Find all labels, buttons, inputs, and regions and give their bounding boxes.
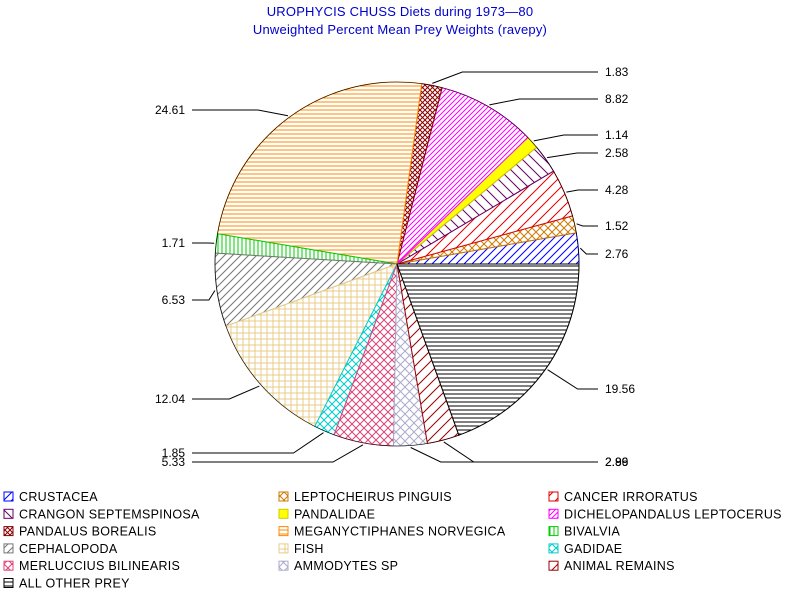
- legend-entry-leptocheirus-pinguis: LEPTOCHEIRUS PINGUIS: [294, 490, 452, 504]
- leader-line-animal-remains: [443, 441, 598, 463]
- legend-swatch-merluccius-bilinearis: [3, 560, 14, 571]
- leader-line-cancer-irroratus: [566, 189, 598, 193]
- legend-swatch-crustacea: [3, 491, 14, 502]
- legend-swatch-animal-remains: [548, 560, 559, 571]
- value-label-crangon-septemspinosa: 2.58: [605, 146, 629, 160]
- legend-entry-animal-remains: ANIMAL REMAINS: [564, 559, 675, 573]
- leader-line-cephalopoda: [192, 290, 216, 301]
- leader-line-ammodytes-sp: [410, 447, 598, 463]
- legend-entry-crustacea: CRUSTACEA: [19, 490, 98, 504]
- legend-entry-all-other-prey: ALL OTHER PREY: [19, 577, 130, 591]
- value-label-ammodytes-sp: 2.99: [605, 455, 629, 469]
- legend-entry-fish: FISH: [294, 542, 324, 556]
- value-label-cephalopoda: 6.53: [162, 293, 186, 307]
- leader-line-merluccius-bilinearis: [192, 444, 364, 463]
- value-label-gadidae: 1.85: [162, 446, 186, 460]
- chart-subtitle: Unweighted Percent Mean Prey Weights (ra…: [252, 22, 548, 37]
- leader-line-dichelopandalus-leptocerus: [489, 98, 598, 106]
- value-label-all-other-prey: 19.56: [605, 382, 635, 396]
- legend-entry-cephalopoda: CEPHALOPODA: [19, 542, 118, 556]
- legend-swatch-pandalidae: [278, 508, 289, 519]
- legend-swatch-fish: [278, 543, 289, 554]
- value-label-pandalus-borealis: 1.83: [605, 65, 629, 79]
- legend-entry-cancer-irroratus: CANCER IRRORATUS: [564, 490, 698, 504]
- value-label-merluccius-bilinearis: 5.33: [162, 455, 186, 469]
- legend-swatch-cancer-irroratus: [548, 491, 559, 502]
- pie-slices: [214, 81, 580, 447]
- value-label-leptocheirus-pinguis: 1.52: [605, 219, 629, 233]
- legend-swatch-meganyctiphanes-norvegica: [278, 526, 289, 537]
- legend-swatch-ammodytes-sp: [278, 560, 289, 571]
- slice-value-labels: 2.76 1.52 4.28 2.58 1.14 8.82 1.83 24.61 1.71 6.5…: [155, 65, 635, 469]
- legend-entry-ammodytes-sp: AMMODYTES SP: [294, 559, 398, 573]
- leader-line-crustacea: [579, 247, 598, 255]
- leader-line-pandalidae: [533, 134, 598, 142]
- legend-swatch-bivalvia: [548, 526, 559, 537]
- legend-swatch-leptocheirus-pinguis: [278, 491, 289, 502]
- value-label-dichelopandalus-leptocerus: 8.82: [605, 92, 629, 106]
- legend-entry-bivalvia: BIVALVIA: [564, 525, 620, 539]
- pie-outline: [214, 81, 580, 447]
- legend-swatch-all-other-prey: [3, 578, 14, 588]
- legend-entry-gadidae: GADIDAE: [564, 542, 622, 556]
- legend-swatch-pandalus-borealis: [3, 526, 14, 537]
- leader-line-gadidae: [192, 432, 324, 454]
- leader-line-meganyctiphanes-norvegica: [192, 109, 289, 117]
- leader-line-leptocheirus-pinguis: [576, 223, 598, 227]
- value-label-meganyctiphanes-norvegica: 24.61: [155, 103, 185, 117]
- legend: CRUSTACEA LEPTOCHEIRUS PINGUIS CANCER IRRO…: [3, 490, 782, 591]
- legend-entry-pandalidae: PANDALIDAE: [294, 507, 375, 521]
- value-label-pandalidae: 1.14: [605, 128, 629, 142]
- leader-line-all-other-prey: [547, 369, 598, 390]
- pie-slice-meganyctiphanes-norvegica: [216, 81, 423, 265]
- leader-line-fish: [192, 385, 260, 400]
- legend-swatch-cephalopoda: [3, 543, 14, 554]
- legend-entry-crangon-septemspinosa: CRANGON SEPTEMSPINOSA: [19, 507, 200, 521]
- value-label-animal-remains: 2.86: [605, 455, 629, 469]
- legend-entry-merluccius-bilinearis: MERLUCCIUS BILINEARIS: [19, 559, 180, 573]
- leader-line-pandalus-borealis: [432, 71, 598, 84]
- leader-line-crangon-septemspinosa: [547, 152, 598, 159]
- legend-swatch-gadidae: [548, 543, 559, 554]
- value-label-fish: 12.04: [155, 392, 185, 406]
- chart-title: UROPHYCIS CHUSS Diets during 1973—80: [266, 4, 534, 19]
- legend-entry-dichelopandalus-leptocerus: DICHELOPANDALUS LEPTOCERUS: [564, 507, 782, 521]
- legend-entry-meganyctiphanes-norvegica: MEGANYCTIPHANES NORVEGICA: [294, 525, 506, 539]
- value-label-cancer-irroratus: 4.28: [605, 183, 629, 197]
- legend-swatch-crangon-septemspinosa: [3, 508, 14, 519]
- value-label-bivalvia: 1.71: [162, 236, 186, 250]
- value-label-crustacea: 2.76: [605, 247, 629, 261]
- legend-swatch-dichelopandalus-leptocerus: [548, 508, 559, 519]
- leader-lines: [192, 71, 598, 463]
- legend-entry-pandalus-borealis: PANDALUS BOREALIS: [19, 525, 157, 539]
